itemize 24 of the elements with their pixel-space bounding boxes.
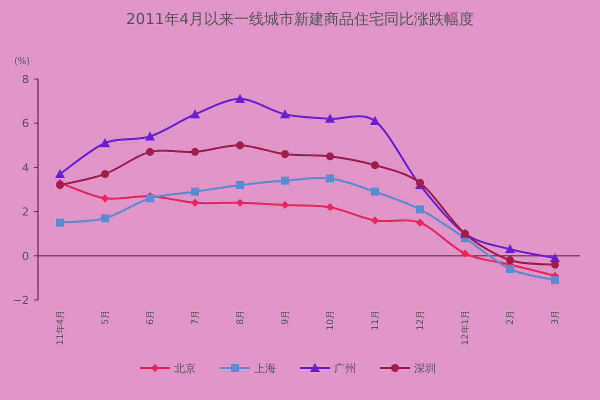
x-tick-label: 12年1月 [460, 310, 471, 346]
x-tick-label: 12月 [416, 310, 426, 330]
legend-label: 深圳 [414, 362, 436, 375]
y-tick-label: 6 [22, 117, 29, 130]
x-tick-label: 7月 [191, 310, 201, 325]
chart-title: 2011年4月以来一线城市新建商品住宅同比涨跌幅度 [126, 10, 474, 28]
legend-label: 广州 [334, 362, 356, 375]
y-tick-label: 2 [22, 206, 29, 219]
x-tick-label: 11年4月 [55, 310, 66, 346]
legend-label: 上海 [254, 362, 276, 375]
x-tick-label: 10月 [326, 310, 336, 330]
x-tick-label: 5月 [101, 310, 111, 325]
legend-label: 北京 [174, 362, 196, 375]
x-tick-label: 6月 [146, 310, 156, 325]
y-tick-label: 4 [22, 161, 29, 174]
y-axis-title: (%) [14, 57, 30, 67]
y-tick-label: 8 [22, 73, 29, 86]
x-tick-label: 8月 [236, 310, 246, 325]
y-tick-label: −2 [12, 294, 29, 307]
y-tick-label: 0 [22, 250, 29, 263]
x-tick-label: 11月 [371, 310, 381, 330]
x-tick-label: 3月 [551, 310, 561, 325]
x-tick-label: 9月 [281, 310, 291, 325]
x-tick-label: 2月 [506, 310, 516, 325]
